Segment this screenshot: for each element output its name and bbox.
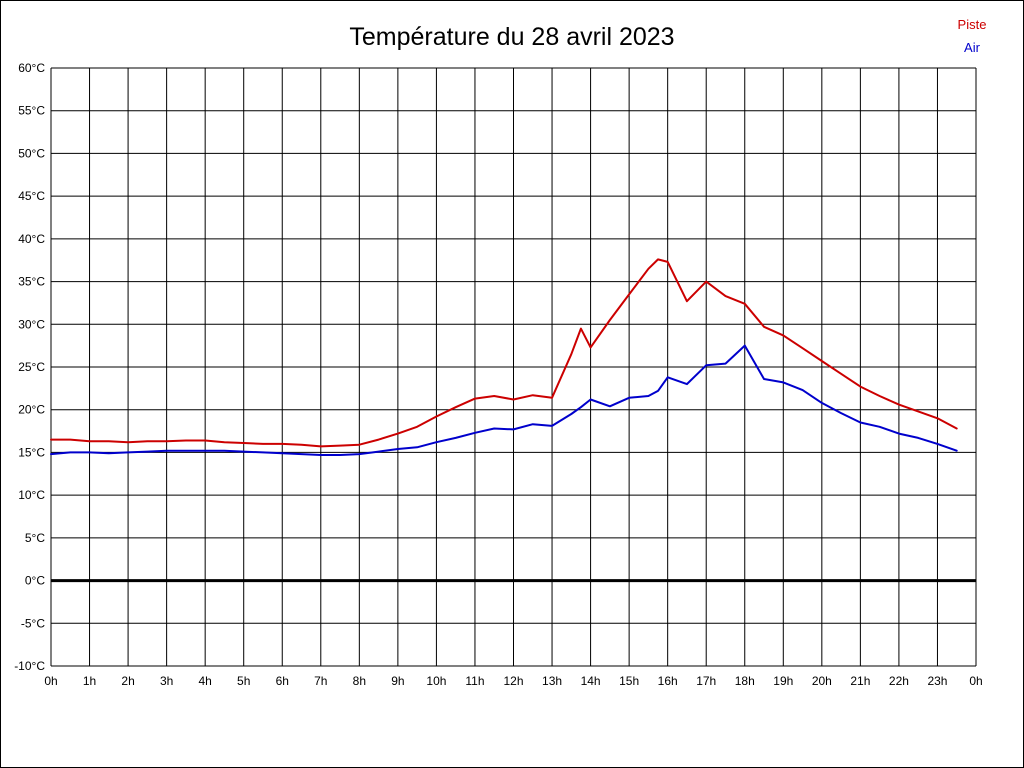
y-tick-label: 10°C [18,488,45,502]
y-tick-label: 55°C [18,104,45,118]
x-tick-label: 21h [850,674,870,688]
x-tick-label: 16h [658,674,678,688]
x-tick-label: 2h [121,674,134,688]
x-tick-label: 13h [542,674,562,688]
y-tick-label: 60°C [18,61,45,75]
x-tick-label: 17h [696,674,716,688]
chart-title: Température du 28 avril 2023 [349,23,675,51]
y-tick-label: 45°C [18,189,45,203]
x-tick-label: 9h [391,674,404,688]
x-tick-label: 22h [889,674,909,688]
x-tick-label: 23h [927,674,947,688]
x-tick-label: 11h [465,674,484,688]
x-tick-label: 5h [237,674,250,688]
x-tick-label: 6h [276,674,289,688]
x-tick-label: 0h [969,674,982,688]
chart-legend: Piste Air [937,13,1007,59]
y-tick-label: 25°C [18,360,45,374]
legend-item-air: Air [964,40,980,55]
x-tick-label: 4h [198,674,211,688]
series-line-piste [50,258,958,448]
x-tick-label: 18h [735,674,755,688]
y-tick-label: 0°C [25,574,45,588]
x-tick-label: 12h [503,674,523,688]
y-tick-label: -5°C [21,616,45,630]
x-tick-label: 20h [812,674,832,688]
y-tick-label: -10°C [14,659,45,673]
y-tick-label: 35°C [18,275,45,289]
x-tick-label: 8h [353,674,366,688]
series-line-air [50,344,958,456]
y-tick-label: 40°C [18,232,45,246]
y-tick-label: 5°C [25,531,45,545]
y-tick-label: 15°C [18,445,45,459]
legend-item-piste: Piste [957,17,987,32]
y-tick-label: 50°C [18,146,45,160]
y-tick-label: 30°C [18,317,45,331]
x-tick-label: 15h [619,674,639,688]
x-tick-label: 1h [83,674,96,688]
x-tick-label: 14h [581,674,601,688]
x-tick-label: 0h [44,674,57,688]
x-tick-label: 3h [160,674,173,688]
x-tick-label: 7h [314,674,327,688]
x-tick-label: 19h [773,674,793,688]
x-tick-label: 10h [426,674,446,688]
y-tick-label: 20°C [18,403,45,417]
